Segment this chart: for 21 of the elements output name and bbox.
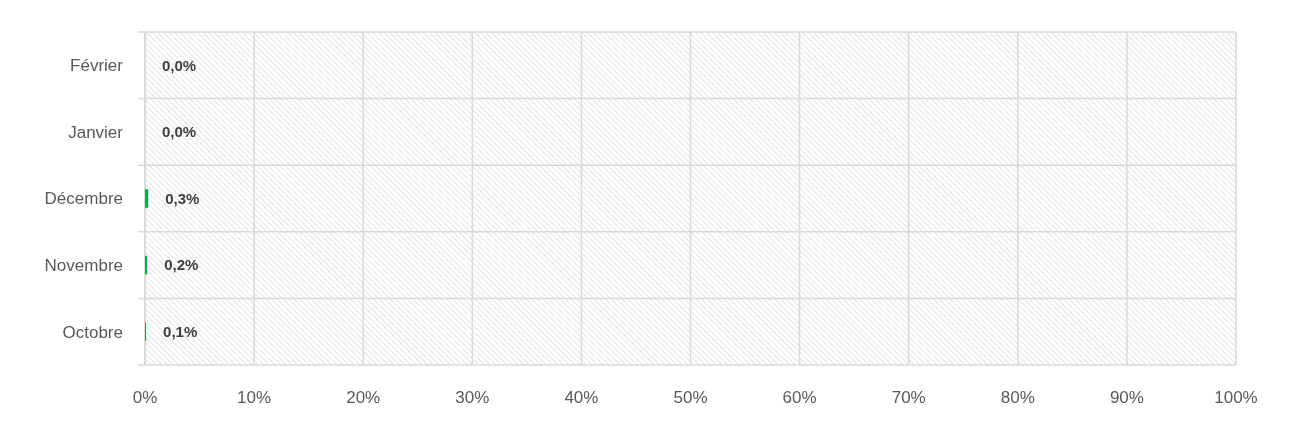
x-tick-label: 30% — [455, 388, 490, 407]
data-label: 0,0% — [162, 56, 197, 74]
data-label: 0,0% — [162, 123, 197, 141]
x-tick-label: 10% — [237, 388, 272, 407]
y-tick-label: Octobre — [62, 322, 123, 342]
y-tick-label: Décembre — [44, 189, 123, 209]
x-tick-label: 70% — [891, 388, 926, 407]
data-label: 0,1% — [163, 322, 198, 340]
x-tick-label: 90% — [1109, 388, 1144, 407]
data-label: 0,2% — [164, 256, 199, 274]
x-tick-label: 0% — [132, 388, 158, 407]
x-tick-label: 100% — [1214, 388, 1258, 407]
x-tick-label: 40% — [564, 388, 599, 407]
y-tick-label: Février — [70, 56, 124, 76]
x-tick-label: 60% — [782, 388, 817, 407]
x-tick-label: 80% — [1000, 388, 1035, 407]
x-tick-label: 50% — [673, 388, 708, 407]
y-tick-label: Novembre — [44, 256, 123, 276]
data-label: 0,3% — [165, 189, 200, 207]
x-tick-label: 20% — [346, 388, 381, 407]
y-tick-label: Janvier — [68, 122, 124, 142]
